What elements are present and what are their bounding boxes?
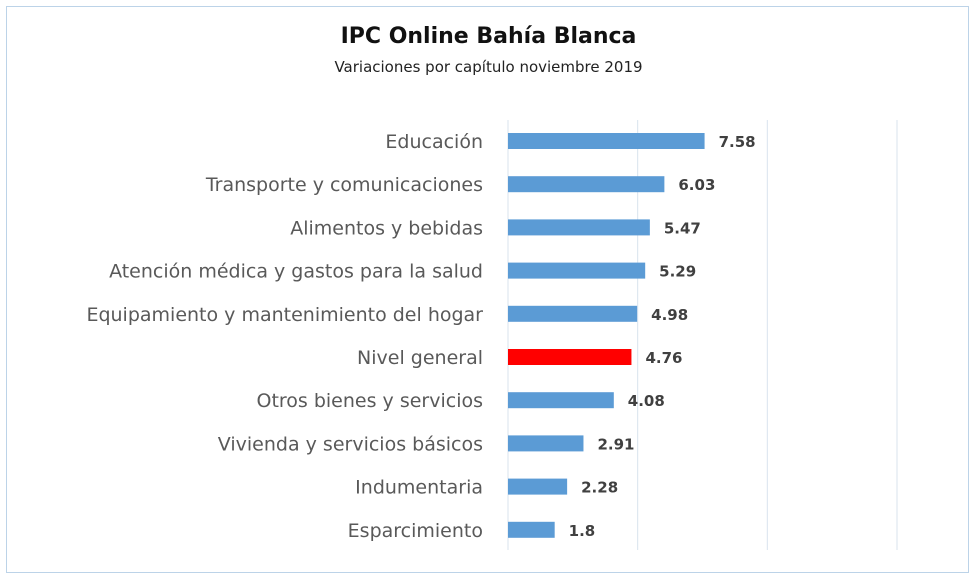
category-label: Transporte y comunicaciones [205, 174, 483, 196]
bar [508, 521, 555, 538]
category-label: Nivel general [357, 347, 483, 369]
bars [508, 133, 705, 538]
category-label: Equipamiento y mantenimiento del hogar [86, 304, 483, 326]
value-label: 1.8 [569, 522, 596, 540]
category-label: Indumentaria [355, 477, 483, 499]
category-label: Educación [385, 131, 483, 153]
bar [508, 392, 614, 409]
value-label: 2.91 [597, 435, 634, 453]
bar [508, 133, 705, 149]
value-label: 5.47 [664, 219, 701, 237]
bar [508, 176, 665, 193]
chart-subtitle: Variaciones por capítulo noviembre 2019 [334, 58, 643, 76]
category-label: Vivienda y servicios básicos [218, 433, 483, 455]
category-labels: Educación Transporte y comunicaciones Alim… [86, 131, 483, 542]
category-label: Atención médica y gastos para la salud [109, 261, 483, 283]
category-label: Otros bienes y servicios [256, 390, 483, 412]
value-label: 4.76 [645, 349, 682, 367]
value-label: 6.03 [678, 176, 715, 194]
bar [508, 349, 632, 365]
value-label: 2.28 [581, 479, 618, 497]
bar [508, 219, 650, 236]
bar [508, 262, 646, 279]
category-label: Esparcimiento [348, 520, 483, 542]
value-labels: 7.58 6.03 5.47 5.29 4.98 4.76 4.08 2.91 2.28 1.8 [569, 133, 756, 540]
value-label: 7.58 [719, 133, 756, 151]
chart-title: IPC Online Bahía Blanca [340, 24, 637, 49]
value-label: 5.29 [659, 263, 696, 281]
chart-frame [6, 6, 969, 573]
category-label: Alimentos y bebidas [290, 217, 483, 239]
bar [508, 478, 568, 495]
value-label: 4.08 [628, 392, 665, 410]
value-label: 4.98 [651, 306, 688, 324]
bar [508, 435, 584, 452]
bar [508, 305, 638, 322]
